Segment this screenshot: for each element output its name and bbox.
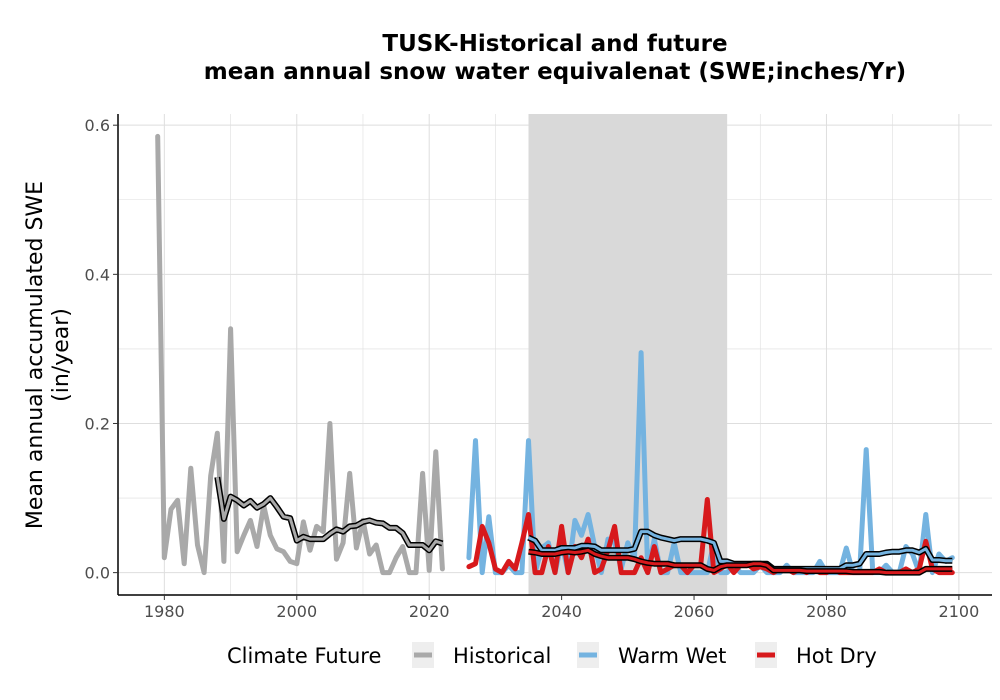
moving-average-outline-historical bbox=[214, 476, 444, 554]
moving-average-lines bbox=[214, 476, 953, 576]
y-axis-title-line1: Mean annual accumulated SWE bbox=[23, 181, 48, 529]
x-tick-label: 1980 bbox=[144, 602, 185, 621]
chart-title-line1: TUSK-Historical and future bbox=[382, 31, 728, 57]
y-tick-label: 0.2 bbox=[85, 414, 110, 433]
shaded-period bbox=[528, 114, 728, 595]
moving-average-line-historical bbox=[215, 476, 443, 552]
x-tick-label: 2080 bbox=[806, 602, 847, 621]
legend-label-hot-dry: Hot Dry bbox=[796, 644, 877, 668]
y-tick-label: 0.0 bbox=[85, 564, 110, 583]
y-axis-title: Mean annual accumulated SWE (in/year) bbox=[23, 181, 74, 529]
axes: 1980 2000 2020 2040 2060 2080 2100 0.0 0.2 0.4 0.6 bbox=[85, 114, 992, 621]
y-axis-title-line2: (in/year) bbox=[49, 308, 74, 402]
x-tick-label: 2020 bbox=[409, 602, 450, 621]
chart-title: TUSK-Historical and future mean annual s… bbox=[120, 30, 990, 86]
x-tick-label: 2040 bbox=[541, 602, 582, 621]
x-tick-label: 2100 bbox=[939, 602, 980, 621]
legend: Climate Future Historical Warm Wet Hot Dry bbox=[227, 642, 877, 668]
legend-label-historical: Historical bbox=[453, 644, 551, 668]
chart-title-line2: mean annual snow water equivalenat (SWE;… bbox=[203, 59, 907, 85]
legend-title: Climate Future bbox=[227, 644, 381, 668]
legend-label-warm-wet: Warm Wet bbox=[618, 644, 726, 668]
shaded-period-rect bbox=[528, 114, 728, 595]
moving-average-line-hot-dry bbox=[528, 548, 953, 575]
series-line-historical bbox=[155, 133, 445, 576]
y-tick-label: 0.4 bbox=[85, 265, 110, 284]
x-tick-label: 2060 bbox=[674, 602, 715, 621]
y-tick-label: 0.6 bbox=[85, 116, 110, 135]
x-tick-label: 2000 bbox=[276, 602, 317, 621]
